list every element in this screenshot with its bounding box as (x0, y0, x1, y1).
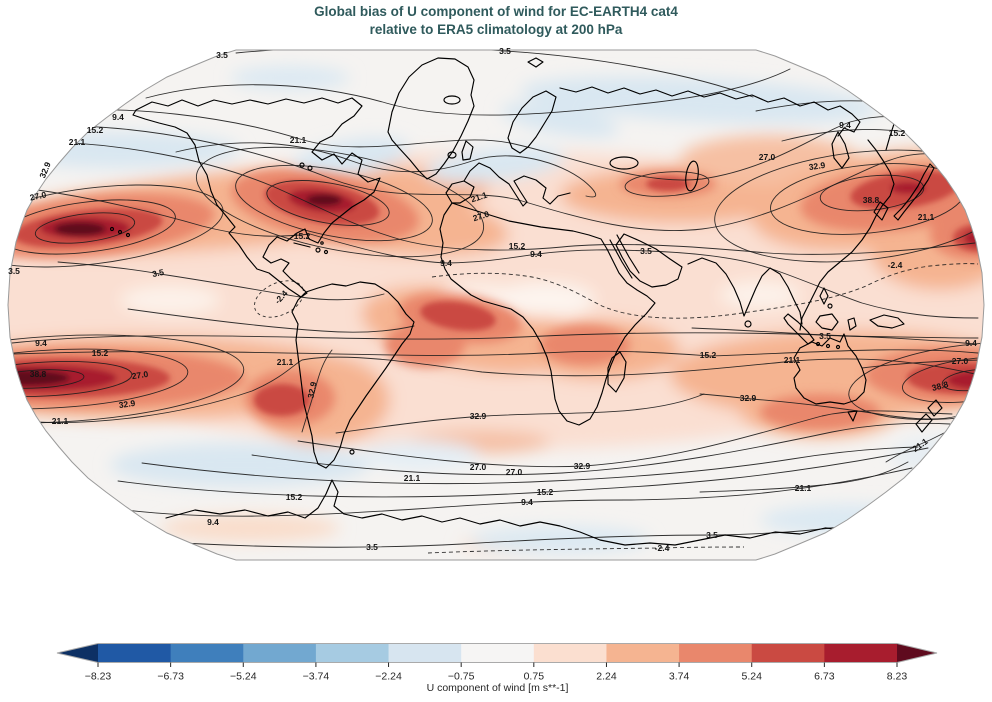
figure-title: Global bias of U component of wind for E… (0, 3, 992, 39)
map-outline (7, 49, 985, 561)
figure-title-line2: relative to ERA5 climatology at 200 hPa (369, 22, 623, 37)
figure-title-line1: Global bias of U component of wind for E… (314, 4, 678, 19)
